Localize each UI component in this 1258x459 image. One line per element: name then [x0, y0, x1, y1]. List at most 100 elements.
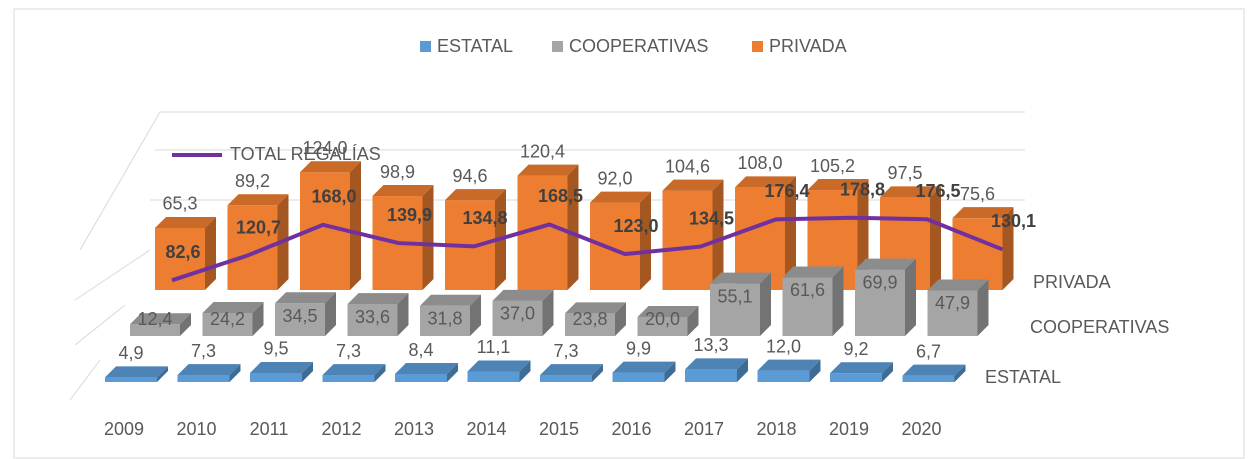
legend-swatch — [552, 41, 563, 52]
bar-side-shade — [302, 361, 313, 382]
bar-side-shade — [930, 186, 941, 290]
line-data-label: 130,1 — [991, 211, 1036, 231]
data-label: 7,3 — [553, 341, 578, 361]
bar-top — [130, 313, 191, 325]
bar-side-shade — [977, 279, 989, 336]
bar-top-shade — [662, 179, 724, 191]
bar-side — [737, 358, 748, 382]
bar-side-shade — [374, 364, 386, 382]
bar-side — [760, 272, 771, 336]
bar-side-shade — [350, 161, 361, 290]
bar — [757, 370, 810, 382]
bar — [952, 218, 1003, 290]
line-data-label: 168,0 — [311, 187, 356, 207]
bar-top — [347, 293, 409, 305]
bar-top — [782, 266, 844, 278]
bar-top-shade — [467, 360, 531, 372]
bar-side-shade — [470, 294, 481, 336]
bar-top-shade — [177, 364, 241, 376]
bar — [612, 372, 665, 382]
data-label: 75,6 — [960, 184, 995, 204]
bar-top-shade — [395, 363, 458, 375]
bar — [275, 303, 325, 336]
bar-top — [445, 189, 506, 201]
bar — [467, 371, 520, 382]
bar-side — [180, 313, 191, 336]
bar-side — [157, 366, 168, 382]
x-tick-label: 2009 — [104, 419, 144, 439]
bar-side — [252, 302, 264, 336]
bar-top-shade — [420, 294, 481, 306]
data-label: 9,5 — [263, 339, 288, 359]
bar-side-shade — [397, 293, 409, 336]
data-label: 97,5 — [887, 163, 922, 183]
data-label: 7,3 — [191, 341, 216, 361]
bar-top — [540, 364, 603, 376]
bar-side — [785, 176, 796, 290]
bar-top — [830, 362, 893, 374]
bar-top-shade — [155, 216, 216, 228]
bar-side-shade — [229, 364, 241, 382]
floor-lines — [69, 111, 1025, 401]
data-label: 120,4 — [520, 141, 565, 161]
bar-top-shade — [927, 279, 989, 291]
bar — [855, 269, 905, 336]
data-label: 98,9 — [380, 162, 415, 182]
bar-top — [757, 359, 821, 371]
bar-top — [927, 279, 989, 291]
bar-side — [930, 186, 941, 290]
bar-side-shade — [252, 302, 264, 336]
data-label: 65,3 — [162, 194, 197, 214]
data-label: 13,3 — [693, 335, 728, 355]
bar — [590, 202, 640, 290]
bar-side-shade — [832, 266, 844, 336]
data-label: 9,2 — [843, 339, 868, 359]
bar-top-shade — [347, 293, 409, 305]
legend-swatch — [420, 41, 431, 52]
data-label: 61,6 — [790, 280, 825, 300]
legend-label: COOPERATIVAS — [569, 36, 708, 56]
bar — [177, 375, 230, 382]
bar — [130, 324, 180, 336]
bar-side-shade — [592, 364, 603, 382]
data-label: 4,9 — [118, 343, 143, 363]
bar-side-shade — [422, 185, 434, 290]
bar-top-shade — [637, 306, 699, 317]
data-label: 94,6 — [452, 166, 487, 186]
bar-top — [300, 161, 361, 173]
line-data-label: 178,8 — [840, 180, 885, 200]
data-label: 24,2 — [210, 309, 245, 329]
bar-side — [374, 364, 386, 382]
bar — [710, 283, 760, 336]
bar-top — [880, 186, 941, 198]
data-label: 124,0 — [302, 138, 347, 158]
data-label: 31,8 — [427, 309, 462, 329]
bar-top-shade — [590, 191, 651, 203]
data-label: 89,2 — [235, 171, 270, 191]
data-label: 12,0 — [766, 336, 801, 356]
bar-top — [395, 363, 458, 375]
bar-side-shade — [905, 258, 916, 336]
bar-top — [637, 306, 699, 317]
data-label: 8,4 — [408, 340, 433, 360]
bar-top-shade — [322, 364, 386, 376]
bar-side — [640, 191, 651, 290]
bar-side — [832, 266, 844, 336]
bar-side-shade — [615, 302, 626, 336]
bar — [902, 375, 955, 382]
bar-top — [227, 194, 289, 206]
bar — [202, 313, 253, 336]
bar-top — [467, 360, 531, 372]
bar — [250, 372, 302, 382]
x-tick-label: 2017 — [684, 419, 724, 439]
bar — [347, 304, 398, 336]
data-label: 12,4 — [137, 309, 172, 329]
x-tick-label: 2014 — [466, 419, 506, 439]
bar-top-shade — [202, 302, 264, 314]
bar-side-shade — [325, 292, 336, 336]
bar-top — [565, 302, 626, 314]
bar-side-shade — [519, 360, 531, 382]
bar-top-shade — [735, 176, 796, 188]
x-tick-label: 2010 — [176, 419, 216, 439]
